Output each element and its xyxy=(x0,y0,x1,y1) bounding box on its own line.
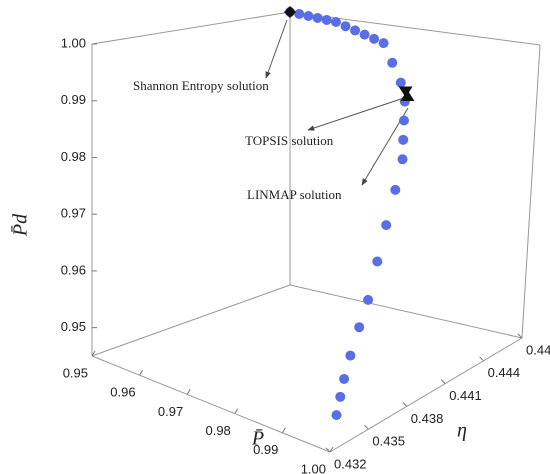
point xyxy=(387,57,398,68)
point xyxy=(294,8,305,19)
solution-marker xyxy=(400,90,415,102)
z-tick-label: 0.97 xyxy=(61,206,86,221)
point xyxy=(312,13,323,24)
solution-marker xyxy=(284,6,296,18)
y-tick xyxy=(440,379,446,384)
x-tick-label: 0.99 xyxy=(253,442,278,457)
annotation: LINMAP solution xyxy=(247,187,342,202)
z-tick-label: 1.00 xyxy=(61,35,86,50)
x-tick xyxy=(139,369,144,376)
x-tick-label: 0.97 xyxy=(158,404,183,419)
x-tick-label: 0.95 xyxy=(63,365,88,380)
y-tick-label: 0.432 xyxy=(334,456,367,471)
point xyxy=(330,17,341,28)
y-tick-label: 0.441 xyxy=(449,388,482,403)
y-tick-label: 0.435 xyxy=(372,434,405,449)
y-tick-label: 0.447 xyxy=(526,342,550,357)
point xyxy=(321,15,332,26)
x-tick xyxy=(234,408,239,414)
point xyxy=(354,322,365,333)
solution-marker xyxy=(398,86,413,98)
x-tick-label: 0.96 xyxy=(110,385,135,400)
x-tick xyxy=(91,350,96,357)
annotation: TOPSIS solution xyxy=(245,133,334,148)
y-tick xyxy=(479,356,484,362)
point xyxy=(339,373,350,384)
box-edge xyxy=(91,11,291,45)
point xyxy=(378,38,389,49)
x-tick xyxy=(281,427,286,434)
x-tick xyxy=(186,389,191,395)
point xyxy=(398,115,409,126)
box-edge xyxy=(91,355,331,453)
point xyxy=(397,154,408,165)
annotation-arrow xyxy=(265,19,288,79)
z-tick-label: 0.95 xyxy=(61,319,86,334)
box-edge xyxy=(289,284,523,339)
point xyxy=(359,29,370,40)
y-tick xyxy=(364,424,369,430)
point xyxy=(340,21,351,32)
point xyxy=(398,134,409,145)
x-tick xyxy=(329,446,334,453)
point xyxy=(381,220,392,231)
z-tick-label: 0.98 xyxy=(61,149,86,164)
point xyxy=(390,184,401,195)
y-axis-label: η xyxy=(457,420,467,442)
point xyxy=(335,391,346,402)
z-tick-label: 0.96 xyxy=(61,262,86,277)
annotation-arrow xyxy=(307,97,405,131)
axes-box xyxy=(91,11,541,453)
point xyxy=(350,25,361,36)
box-edge xyxy=(91,284,291,357)
y-tick xyxy=(517,333,523,339)
point xyxy=(372,256,383,267)
z-axis-label: P̄d xyxy=(10,213,32,237)
point xyxy=(345,350,356,361)
z-tick-label: 0.99 xyxy=(61,92,86,107)
point xyxy=(363,294,374,305)
annotation: Shannon Entropy solution xyxy=(133,78,269,93)
box-edge xyxy=(329,337,523,453)
y-tick-label: 0.438 xyxy=(411,411,444,426)
box-edge xyxy=(289,11,541,46)
point xyxy=(331,410,342,421)
y-tick xyxy=(402,402,408,407)
y-tick xyxy=(325,447,331,453)
x-tick-label: 0.98 xyxy=(205,423,230,438)
y-tick-label: 0.444 xyxy=(488,365,521,380)
box-edge xyxy=(521,44,541,339)
point xyxy=(369,33,380,44)
x-tick-label: 1.00 xyxy=(301,461,326,474)
point xyxy=(395,77,406,88)
point xyxy=(303,10,314,21)
x-axis-label: P̄ xyxy=(251,428,264,450)
